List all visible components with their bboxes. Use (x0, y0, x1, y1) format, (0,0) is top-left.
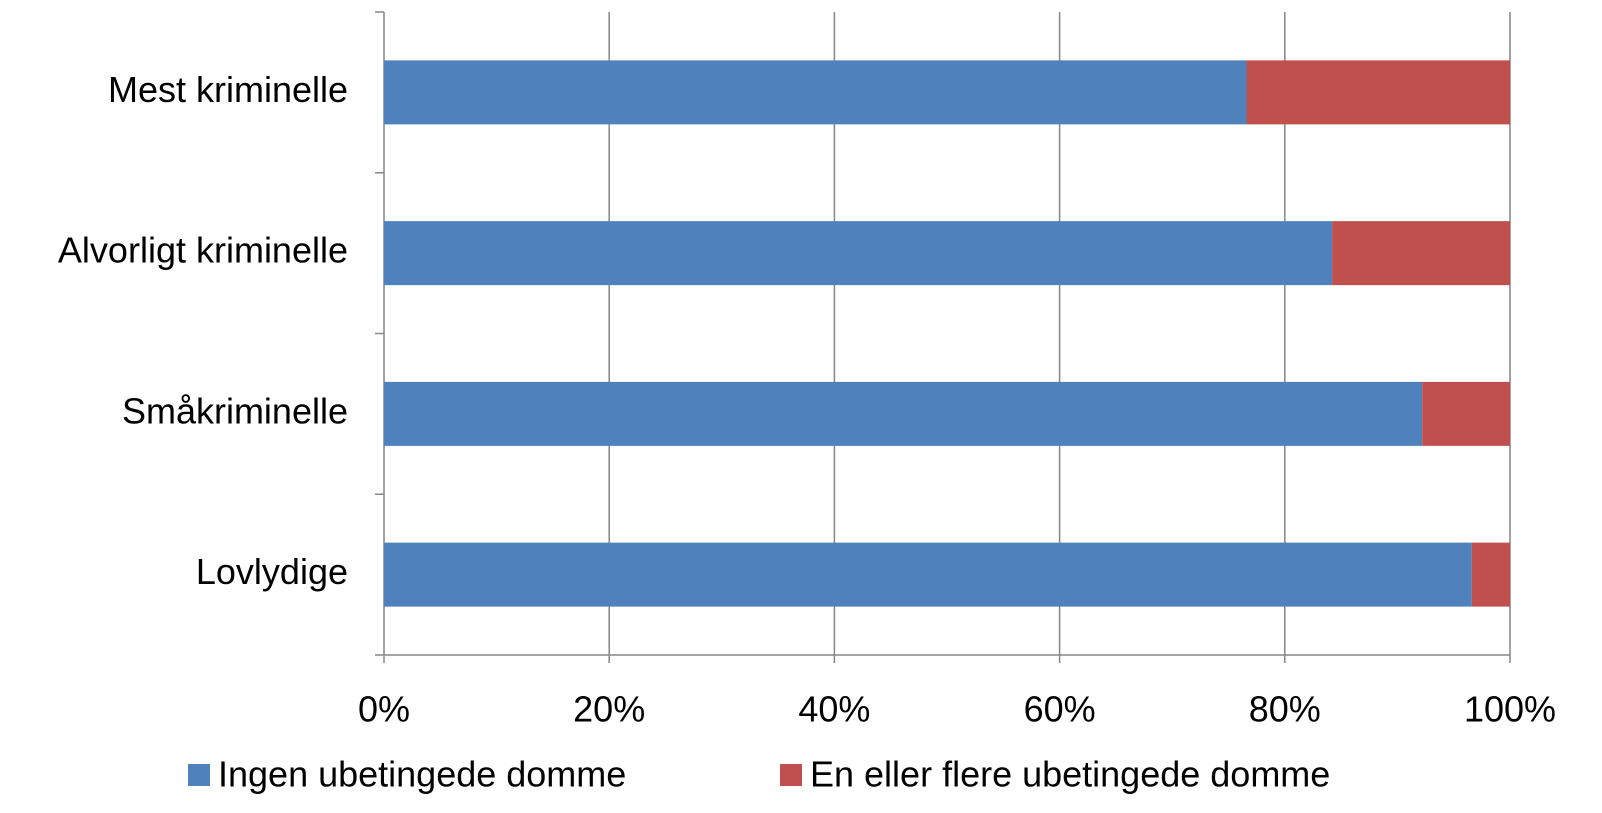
x-tick-label: 0% (358, 689, 410, 730)
y-tick-label: Lovlydige (196, 551, 348, 592)
y-tick-label: Mest kriminelle (108, 69, 348, 110)
bar-segment (1471, 542, 1510, 607)
bar-segment (1332, 221, 1510, 286)
x-tick-label: 60% (1024, 689, 1096, 730)
y-tick-label: Alvorligt kriminelle (58, 230, 348, 271)
bar-segment (384, 221, 1333, 286)
x-tick-label: 100% (1464, 689, 1556, 730)
legend-swatch (780, 764, 802, 786)
legend-label: En eller flere ubetingede domme (810, 754, 1330, 795)
bar-segment (384, 542, 1472, 607)
x-tick-label: 40% (798, 689, 870, 730)
legend-swatch (188, 764, 210, 786)
bar-segment (1246, 60, 1510, 125)
y-tick-label: Småkriminelle (122, 390, 348, 431)
legend-label: Ingen ubetingede domme (218, 754, 626, 795)
x-tick-label: 20% (573, 689, 645, 730)
bar-segment (384, 60, 1247, 125)
x-tick-label: 80% (1249, 689, 1321, 730)
bar-segment (1422, 381, 1510, 446)
bar-segment (384, 381, 1423, 446)
